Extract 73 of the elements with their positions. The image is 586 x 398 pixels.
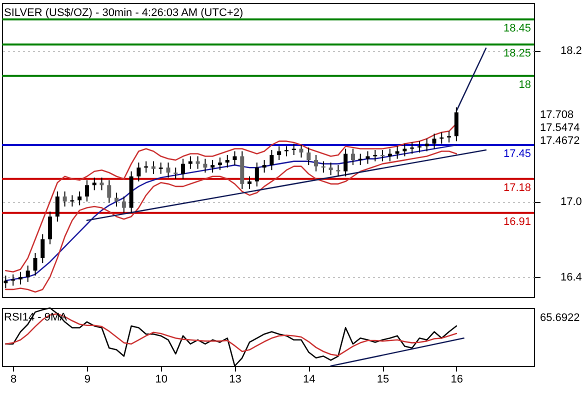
candlestick	[218, 157, 222, 171]
candlestick	[388, 148, 392, 162]
candlestick	[336, 164, 340, 177]
candlestick	[328, 162, 333, 176]
x-tick-label: 8	[10, 374, 17, 386]
candlestick	[314, 154, 318, 172]
text: 65.6922	[540, 312, 580, 324]
ref-line-label: 18.45	[503, 22, 531, 34]
candlestick	[107, 180, 112, 204]
candlestick	[402, 143, 407, 157]
candlestick	[100, 177, 104, 191]
candlestick	[48, 211, 52, 245]
candlestick	[380, 150, 385, 162]
candlestick	[225, 154, 230, 168]
candlestick	[26, 265, 30, 282]
candlestick	[232, 150, 237, 166]
candlestick	[33, 252, 38, 276]
candlestick	[284, 146, 288, 157]
candlestick	[395, 146, 400, 160]
x-tick-label: 14	[303, 374, 316, 386]
ref-line-label: 18	[518, 78, 531, 91]
candlestick	[203, 158, 208, 174]
y-tick-label: 17.0	[560, 196, 582, 208]
text: 17.4672	[540, 135, 580, 147]
candlestick	[40, 234, 45, 264]
candlestick	[181, 158, 186, 180]
candlestick	[254, 162, 259, 187]
candlestick	[196, 156, 200, 170]
x-tick-label: 9	[84, 374, 91, 386]
candlestick	[373, 150, 378, 162]
candlestick	[84, 180, 89, 202]
candlestick	[151, 160, 156, 174]
ref-line-label: 17.45	[503, 148, 531, 160]
candlestick	[432, 133, 436, 150]
candlestick	[424, 138, 429, 152]
text: 17.5474	[540, 122, 580, 134]
candlestick	[55, 190, 60, 222]
candlestick	[188, 156, 192, 170]
candlestick	[447, 130, 452, 143]
text: 17.708	[540, 109, 574, 121]
ref-line-label: 18.25	[503, 47, 531, 60]
candlestick	[454, 106, 458, 142]
candlestick	[350, 148, 355, 166]
ref-line-label: 16.91	[503, 216, 531, 228]
candlestick	[78, 190, 82, 206]
x-tick-label: 15	[376, 374, 390, 386]
y-tick-label: 18.2	[560, 45, 582, 58]
candlestick	[262, 160, 266, 174]
candlestick	[299, 144, 304, 158]
chart-title: SILVER (US$/OZ) - 30min - 4:26:03 AM (UTC+2)	[4, 7, 244, 19]
candlestick	[114, 192, 119, 208]
candlestick	[366, 150, 370, 164]
ref-line-label: 17.18	[503, 182, 531, 194]
x-tick-label: 13	[229, 374, 242, 386]
x-tick-label: 10	[155, 374, 168, 386]
candlestick	[417, 140, 422, 154]
candlestick	[122, 196, 126, 214]
candlestick	[344, 148, 348, 177]
candlestick	[158, 162, 163, 174]
candlestick	[18, 271, 22, 285]
x-tick-label: 16	[450, 374, 464, 386]
candlestick	[174, 167, 178, 180]
y-tick-label: 16.4	[560, 271, 582, 284]
candlestick	[62, 190, 67, 208]
candlestick	[92, 177, 96, 191]
candlestick	[306, 146, 311, 166]
candlestick	[248, 176, 252, 190]
candlestick	[292, 143, 296, 156]
candlestick	[136, 162, 141, 182]
candlestick	[270, 150, 274, 171]
candlestick	[277, 146, 282, 161]
candlestick	[166, 162, 170, 178]
candlestick	[210, 160, 215, 174]
